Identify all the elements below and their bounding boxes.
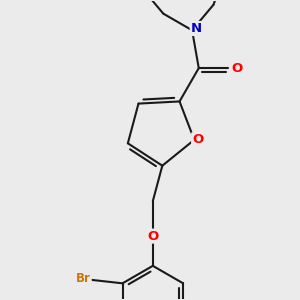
Text: O: O bbox=[232, 61, 243, 75]
Text: N: N bbox=[191, 22, 202, 35]
Text: O: O bbox=[147, 230, 158, 243]
Text: O: O bbox=[192, 133, 203, 146]
Text: Br: Br bbox=[76, 272, 91, 285]
